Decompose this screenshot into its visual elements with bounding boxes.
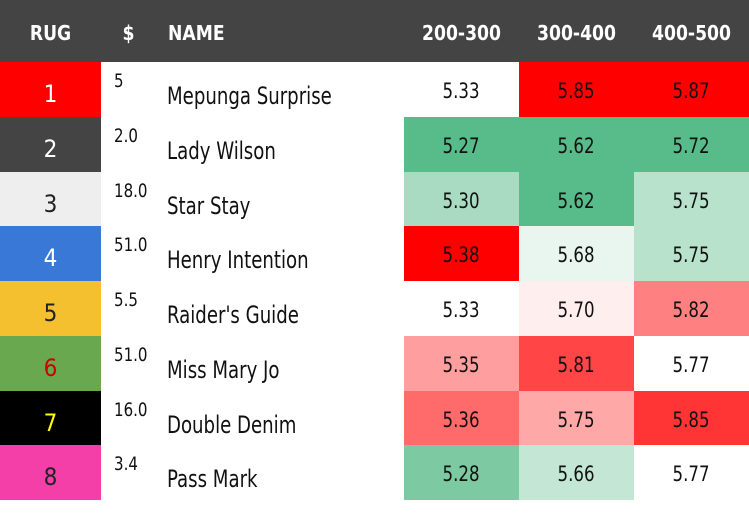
value-cell: 5.77 bbox=[634, 445, 749, 500]
value-cell: 5.72 bbox=[634, 116, 749, 172]
value-cell: 5.70 bbox=[519, 281, 634, 336]
runner-name: Lady Wilson bbox=[167, 136, 276, 165]
value-cell: 5.62 bbox=[519, 116, 634, 172]
value-cell: 5.28 bbox=[404, 445, 519, 500]
value-cell: 5.68 bbox=[519, 226, 634, 281]
value-cell: 5.81 bbox=[519, 335, 634, 391]
value-label: 5.36 bbox=[442, 407, 481, 432]
value-cell: 5.75 bbox=[634, 226, 749, 281]
value-label: 5.28 bbox=[442, 462, 481, 487]
price-value: 16.0 bbox=[114, 398, 148, 421]
value-label: 5.72 bbox=[672, 133, 711, 158]
value-cell: 5.87 bbox=[634, 62, 749, 117]
value-cell: 5.82 bbox=[634, 281, 749, 336]
price-value: 2.0 bbox=[114, 124, 138, 147]
table-row: 4 51.0 Henry Intention 5.38 5.68 5.75 bbox=[0, 226, 749, 281]
value-label: 5.85 bbox=[557, 79, 596, 103]
value-label: 5.77 bbox=[672, 352, 711, 377]
header-price: $ bbox=[122, 21, 135, 45]
value-label: 5.35 bbox=[442, 352, 481, 377]
value-cell: 5.77 bbox=[634, 335, 749, 391]
value-label: 5.66 bbox=[557, 462, 596, 487]
value-label: 5.70 bbox=[557, 298, 596, 322]
value-cell: 5.75 bbox=[634, 171, 749, 227]
runner-name: Pass Mark bbox=[167, 465, 258, 494]
rug-number: 3 bbox=[0, 171, 101, 227]
price-value: 5.5 bbox=[114, 289, 138, 311]
value-label: 5.33 bbox=[442, 298, 481, 322]
runner-name: Star Stay bbox=[167, 191, 251, 220]
value-label: 5.62 bbox=[557, 188, 596, 213]
table-row: 1 5 Mepunga Surprise 5.33 5.85 5.87 bbox=[0, 62, 749, 117]
rug-number: 8 bbox=[0, 445, 101, 500]
table-row: 2 2.0 Lady Wilson 5.27 5.62 5.72 bbox=[0, 116, 749, 172]
rug-number: 6 bbox=[0, 335, 101, 391]
value-cell: 5.27 bbox=[404, 116, 519, 172]
runner-name: Double Denim bbox=[167, 410, 297, 439]
price-value: 18.0 bbox=[114, 179, 148, 202]
value-label: 5.75 bbox=[672, 188, 711, 213]
price-value: 3.4 bbox=[114, 453, 138, 476]
value-label: 5.68 bbox=[557, 243, 596, 268]
rug-number: 1 bbox=[0, 62, 101, 117]
value-label: 5.77 bbox=[672, 462, 711, 487]
runner-name: Miss Mary Jo bbox=[167, 355, 280, 384]
rug-number: 4 bbox=[0, 226, 101, 281]
value-label: 5.27 bbox=[442, 133, 481, 158]
value-cell: 5.33 bbox=[404, 281, 519, 336]
table-row: 7 16.0 Double Denim 5.36 5.75 5.85 bbox=[0, 390, 749, 446]
table-row: 6 51.0 Miss Mary Jo 5.35 5.81 5.77 bbox=[0, 335, 749, 391]
value-label: 5.30 bbox=[442, 188, 481, 213]
value-label: 5.85 bbox=[672, 407, 711, 432]
value-cell: 5.38 bbox=[404, 226, 519, 281]
price-value: 51.0 bbox=[114, 343, 148, 366]
rug-number: 7 bbox=[0, 390, 101, 446]
rug-number: 2 bbox=[0, 116, 101, 172]
table-header: RUG $ NAME 200-300 300-400 400-500 bbox=[0, 0, 749, 62]
value-cell: 5.62 bbox=[519, 171, 634, 227]
table-row: 5 5.5 Raider's Guide 5.33 5.70 5.82 bbox=[0, 281, 749, 336]
value-label: 5.38 bbox=[442, 243, 481, 268]
header-rug: RUG bbox=[29, 21, 72, 45]
value-cell: 5.36 bbox=[404, 390, 519, 446]
table-row: 3 18.0 Star Stay 5.30 5.62 5.75 bbox=[0, 171, 749, 227]
rug-number: 5 bbox=[0, 281, 101, 336]
header-300-400: 300-400 bbox=[537, 21, 616, 45]
value-cell: 5.33 bbox=[404, 62, 519, 117]
value-label: 5.75 bbox=[672, 243, 711, 268]
value-label: 5.33 bbox=[442, 79, 481, 103]
value-cell: 5.66 bbox=[519, 445, 634, 500]
runner-name: Mepunga Surprise bbox=[167, 82, 332, 110]
value-label: 5.62 bbox=[557, 133, 596, 158]
value-cell: 5.85 bbox=[519, 62, 634, 117]
value-label: 5.87 bbox=[672, 79, 711, 103]
price-value: 51.0 bbox=[114, 234, 148, 257]
table-row: 8 3.4 Pass Mark 5.28 5.66 5.77 bbox=[0, 445, 749, 500]
value-label: 5.81 bbox=[557, 352, 596, 377]
value-label: 5.82 bbox=[672, 298, 711, 322]
value-cell: 5.30 bbox=[404, 171, 519, 227]
header-400-500: 400-500 bbox=[652, 21, 731, 45]
odds-table: RUG $ NAME 200-300 300-400 400-500 1 5 Mep… bbox=[0, 0, 749, 500]
value-cell: 5.85 bbox=[634, 390, 749, 446]
value-cell: 5.75 bbox=[519, 390, 634, 446]
value-label: 5.75 bbox=[557, 407, 596, 432]
runner-name: Raider's Guide bbox=[167, 301, 299, 329]
value-cell: 5.35 bbox=[404, 335, 519, 391]
header-200-300: 200-300 bbox=[422, 21, 501, 45]
runner-name: Henry Intention bbox=[167, 246, 309, 275]
header-name: NAME bbox=[168, 21, 225, 45]
price-value: 5 bbox=[114, 70, 124, 92]
